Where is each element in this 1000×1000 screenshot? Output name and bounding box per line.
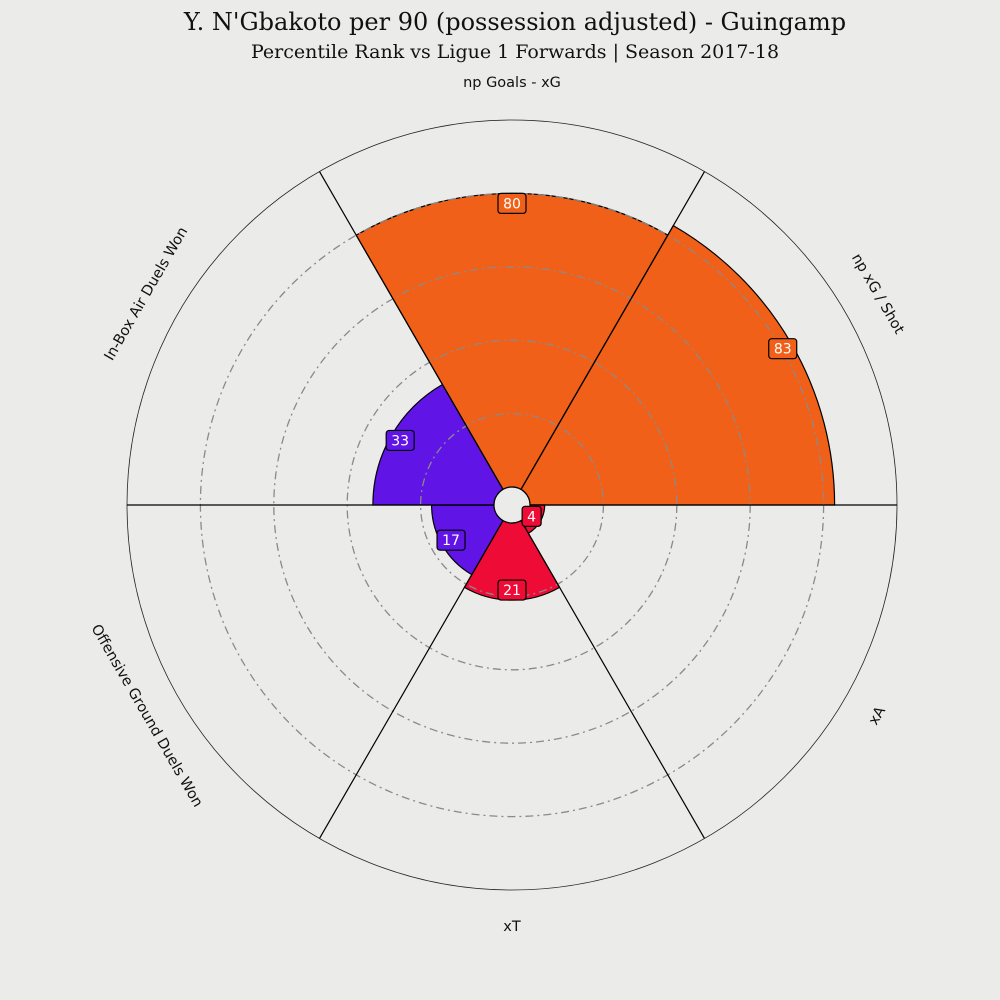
param-label-0: np Goals - xG — [463, 75, 561, 91]
value-label-5: 33 — [391, 433, 409, 449]
value-box-5 — [385, 429, 415, 452]
spoke-5 — [318, 171, 504, 490]
value-box-2 — [521, 505, 542, 527]
spoke-0 — [520, 171, 706, 490]
chart-title: Y. N'Gbakoto per 90 (possession adjusted… — [183, 8, 846, 36]
center-layer — [493, 486, 531, 524]
values-layer: 80 83 4 21 17 33 — [385, 192, 798, 601]
param-label-1: np xG / Shot — [848, 251, 907, 337]
param-label-4: Offensive Ground Duels Won — [88, 622, 206, 810]
slices-layer — [355, 192, 836, 601]
value-box-0 — [497, 192, 527, 214]
value-box-3 — [497, 579, 527, 601]
value-box-4 — [436, 529, 466, 551]
spoke-3 — [318, 520, 504, 839]
param-label-3: xT — [503, 919, 521, 935]
value-label-3: 21 — [503, 583, 521, 599]
value-label-2: 4 — [527, 509, 536, 525]
value-box-1 — [768, 338, 798, 360]
chart-subtitle: Percentile Rank vs Ligue 1 Forwards | Se… — [251, 41, 779, 63]
param-label-5: In-Box Air Duels Won — [102, 224, 191, 363]
spoke-2 — [520, 520, 706, 839]
param-label-2: xA — [866, 704, 889, 728]
center-hole — [493, 486, 531, 524]
value-label-1: 83 — [774, 342, 792, 358]
value-label-4: 17 — [442, 533, 460, 549]
value-label-0: 80 — [503, 196, 521, 212]
spokes-layer — [127, 171, 897, 839]
